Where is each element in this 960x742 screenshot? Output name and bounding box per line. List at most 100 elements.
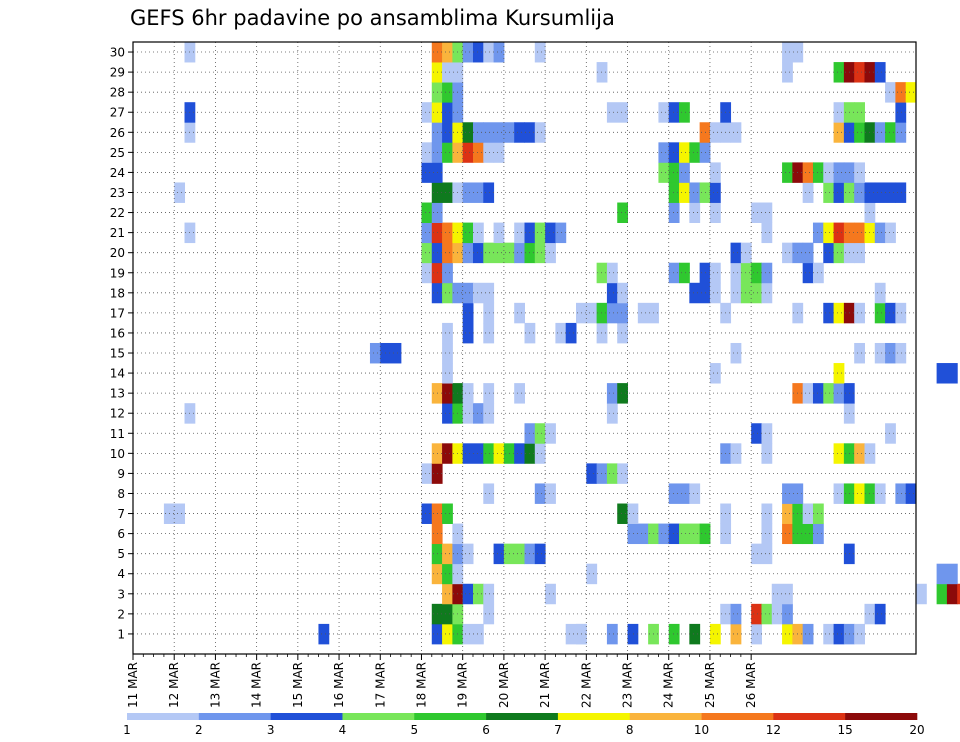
heatmap-cell <box>833 162 845 183</box>
heatmap-cell <box>668 262 680 284</box>
heatmap-cell <box>730 623 742 645</box>
heatmap-cell <box>483 182 495 203</box>
x-tick-label: 16 MAR <box>332 662 346 708</box>
heatmap-cell <box>885 222 896 244</box>
heatmap-cell <box>812 383 824 404</box>
heatmap-cell <box>895 342 907 364</box>
heatmap-cell <box>730 342 742 364</box>
heatmap-cell <box>679 102 690 123</box>
heatmap-cell <box>668 162 680 183</box>
heatmap-cell <box>606 623 618 645</box>
heatmap-cell <box>730 242 742 264</box>
heatmap-cell <box>442 363 453 384</box>
y-tick-label: 12 <box>110 407 125 421</box>
heatmap-cell <box>946 583 958 605</box>
heatmap-cell <box>586 563 598 585</box>
heatmap-cell <box>782 483 804 504</box>
heatmap-cell <box>534 543 546 565</box>
heatmap-cell <box>679 182 690 203</box>
heatmap-cell <box>874 222 886 244</box>
y-tick-label: 22 <box>110 206 125 220</box>
heatmap-cell <box>442 42 453 63</box>
heatmap-cell <box>802 262 814 284</box>
y-tick-label: 6 <box>117 527 125 541</box>
heatmap-cell <box>462 583 474 605</box>
heatmap-cell <box>905 483 917 504</box>
legend-label: 1 <box>123 723 131 737</box>
heatmap-cell <box>421 463 433 484</box>
heatmap-cell <box>782 42 804 63</box>
heatmap-cell <box>833 302 845 324</box>
heatmap-cell <box>483 142 495 163</box>
heatmap-cell <box>442 342 453 364</box>
heatmap-cell <box>751 603 762 625</box>
heatmap-cell <box>462 122 474 143</box>
heatmap-cell <box>895 182 907 203</box>
heatmap-cell <box>751 423 762 444</box>
heatmap-cell <box>936 583 948 605</box>
y-tick-label: 10 <box>110 447 125 461</box>
heatmap-cell <box>606 262 618 284</box>
heatmap-cell <box>617 202 629 223</box>
heatmap-cell <box>782 623 793 645</box>
heatmap-cell <box>802 242 814 264</box>
heatmap-cell <box>658 523 670 545</box>
heatmap-cell <box>833 182 845 203</box>
x-tick-label: 22 MAR <box>579 662 593 708</box>
heatmap-cell <box>668 523 680 545</box>
heatmap-cell <box>823 162 835 183</box>
heatmap-cell <box>483 42 495 63</box>
legend-label: 10 <box>694 723 709 737</box>
heatmap-cell <box>823 182 835 203</box>
heatmap-cell <box>442 122 453 143</box>
heatmap-cell <box>421 202 433 223</box>
heatmap-cell <box>163 503 186 524</box>
heatmap-cell <box>771 583 793 605</box>
heatmap-cell <box>514 302 525 324</box>
heatmap-cell <box>854 342 865 364</box>
heatmap-cell <box>668 483 690 504</box>
heatmap-cell <box>782 603 793 625</box>
heatmap-cell <box>421 162 433 183</box>
heatmap-cell <box>679 142 690 163</box>
heatmap-cell <box>421 102 433 123</box>
heatmap-cell <box>617 282 629 304</box>
heatmap-cell <box>895 302 907 324</box>
y-tick-label: 13 <box>110 387 125 401</box>
heatmap-cell <box>442 443 453 464</box>
legend-swatch <box>342 713 415 720</box>
x-tick-label: 13 MAR <box>208 662 222 708</box>
heatmap-cell <box>782 503 793 524</box>
heatmap-cell <box>565 322 577 344</box>
chart-title: GEFS 6hr padavine po ansamblima Kursumli… <box>130 6 615 30</box>
heatmap-cell <box>462 322 474 344</box>
legend-swatch <box>127 713 200 720</box>
heatmap-cell <box>442 222 453 244</box>
heatmap-cell <box>462 242 474 264</box>
y-tick-label: 18 <box>110 286 125 300</box>
heatmap-cell <box>709 623 721 645</box>
legend-label: 8 <box>626 723 634 737</box>
heatmap-cell <box>709 282 721 304</box>
heatmap-cell <box>596 322 608 344</box>
heatmap-cell <box>854 483 865 504</box>
legend-label: 20 <box>909 723 924 737</box>
x-axis-ticks: 11 MAR 12 MAR 13 MAR 14 MAR 15 MAR 16 MAR 17 M… <box>126 654 758 708</box>
heatmap-cell <box>782 162 793 183</box>
heatmap-cell <box>730 122 742 143</box>
heatmap-cell <box>606 302 618 324</box>
heatmap-cell <box>596 62 608 83</box>
heatmap-cell <box>689 623 701 645</box>
legend-swatch <box>198 713 271 720</box>
heatmap-cell <box>514 383 525 404</box>
heatmap-cell <box>854 162 865 183</box>
x-tick-label: 21 MAR <box>538 662 552 708</box>
heatmap-cell <box>761 503 773 524</box>
heatmap-cell <box>802 162 814 183</box>
heatmap-cell <box>606 282 618 304</box>
heatmap-cell <box>689 182 701 203</box>
legend-label: 6 <box>482 723 490 737</box>
x-tick-label: 14 MAR <box>250 662 264 708</box>
heatmap-cell <box>627 523 649 545</box>
heatmap-cell <box>545 583 556 605</box>
